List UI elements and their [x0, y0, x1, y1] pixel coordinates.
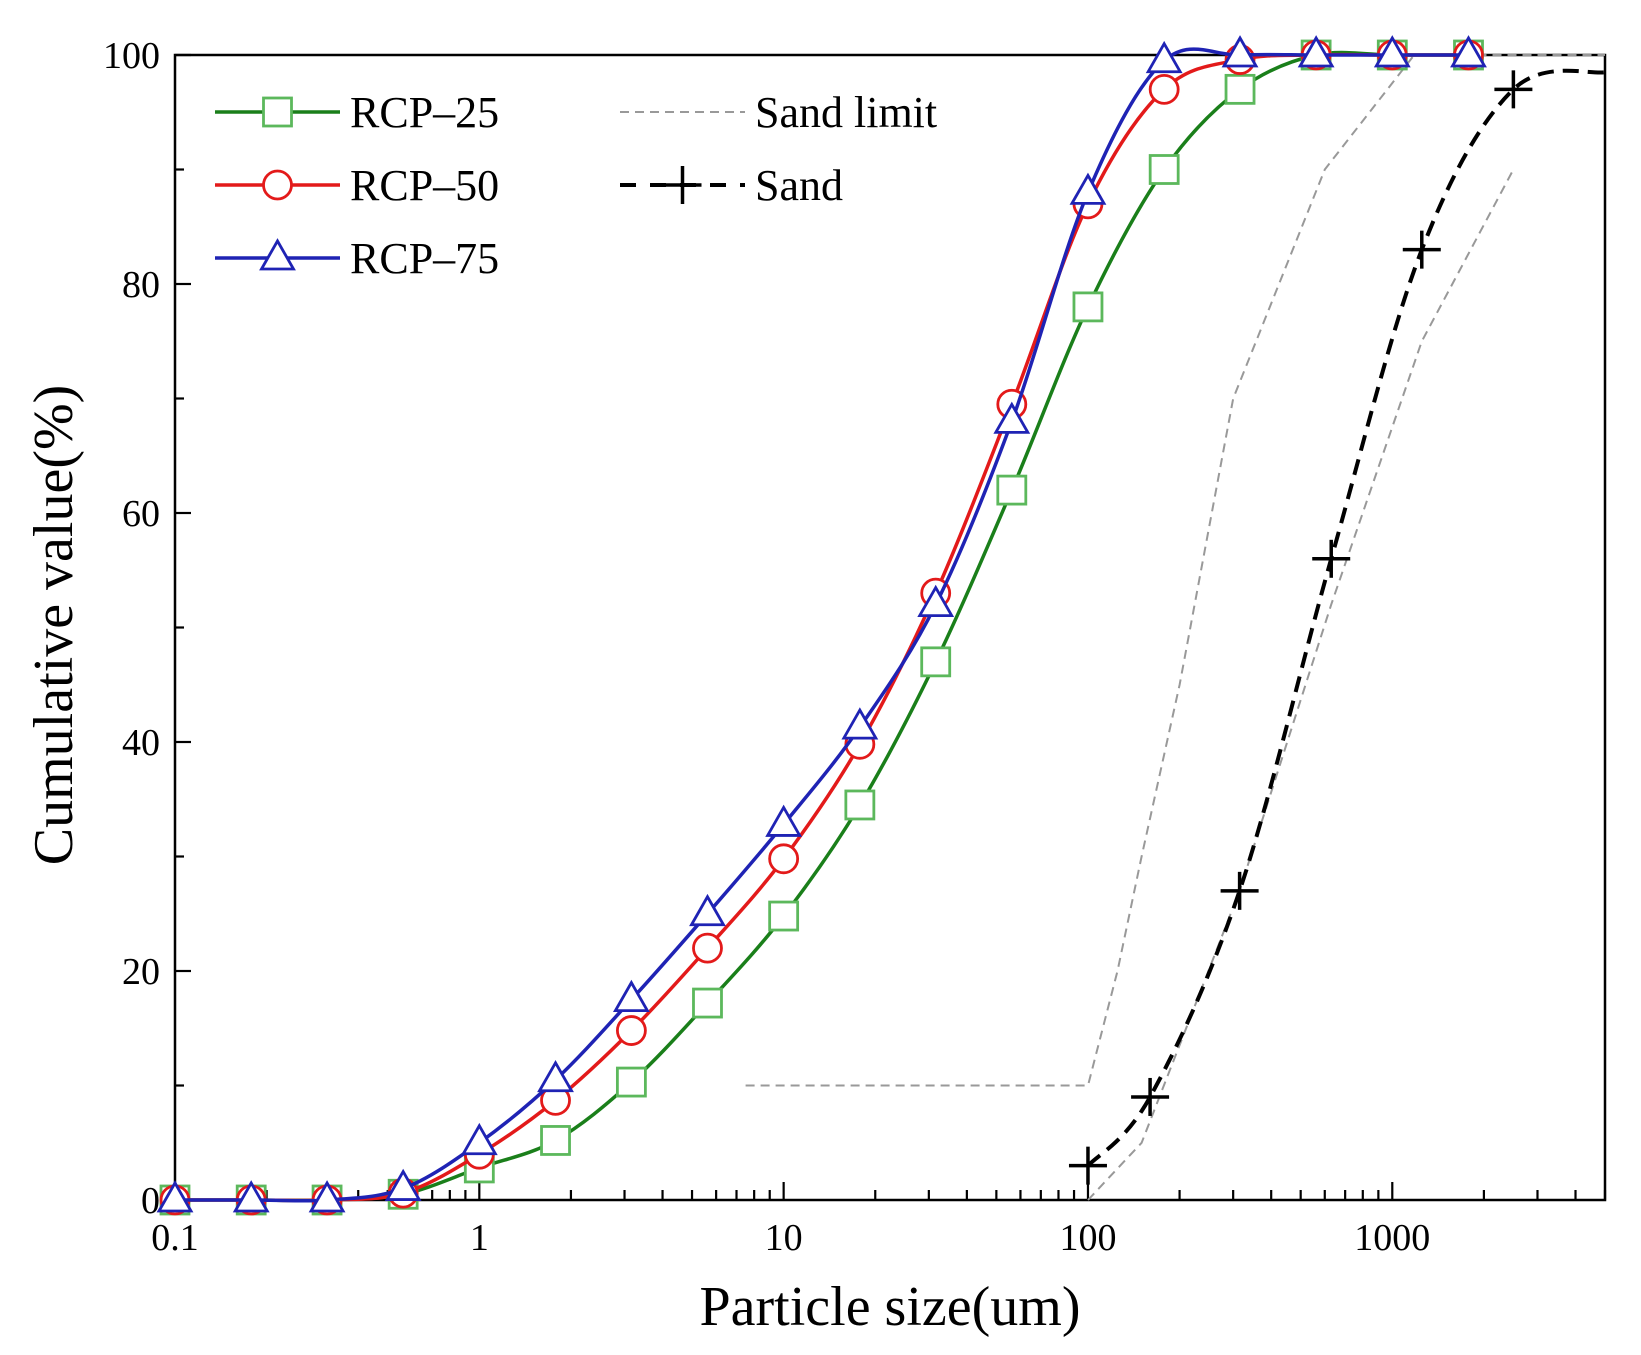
triangle-marker	[537, 1059, 574, 1093]
circle-marker	[768, 843, 800, 875]
triangle-marker	[689, 893, 726, 927]
legend-label: Sand limit	[755, 88, 937, 137]
legend: RCP–25 RCP–50 RCP–75 Sand limit Sand	[215, 88, 937, 283]
x-tick-label: 0.1	[151, 1217, 199, 1259]
series-rcp-75	[156, 35, 1487, 1213]
triangle-marker	[460, 1122, 498, 1156]
x-axis-ticks: 0.1 1 10 100 1000	[151, 1182, 1607, 1259]
square-marker	[1224, 73, 1256, 105]
sand-limit-line	[745, 54, 1605, 1087]
square-marker	[768, 900, 800, 932]
x-tick-label: 1000	[1354, 1217, 1430, 1259]
y-tick-label: 20	[122, 951, 160, 993]
y-axis-ticks: 0 20 40 60 80 100	[103, 35, 191, 1222]
y-tick-label: 80	[122, 264, 160, 306]
legend-item: Sand limit	[620, 88, 937, 137]
triangle-marker	[1145, 40, 1183, 74]
x-tick-label: 100	[1059, 1217, 1116, 1259]
triangle-marker	[1373, 35, 1411, 68]
legend-item: RCP–50	[215, 161, 499, 210]
triangle-marker	[917, 584, 955, 617]
y-tick-label: 60	[122, 493, 160, 535]
square-marker	[692, 987, 723, 1019]
triangle-marker	[232, 1180, 270, 1213]
triangle-marker	[1069, 172, 1107, 205]
y-tick-label: 40	[122, 722, 160, 764]
series-sand	[1068, 68, 1606, 1185]
triangle-marker	[308, 1180, 346, 1213]
square-marker	[1148, 154, 1180, 185]
x-tick-label: 10	[765, 1217, 803, 1259]
triangle-marker	[612, 979, 650, 1013]
series-rcp-50	[159, 39, 1484, 1216]
square-marker	[540, 1125, 571, 1156]
triangle-marker	[156, 1180, 194, 1213]
sand-limit-line	[1087, 169, 1515, 1201]
y-tick-label: 100	[103, 35, 160, 77]
square-marker	[262, 96, 293, 128]
series-line	[174, 52, 1469, 1203]
series-layer	[156, 35, 1606, 1216]
square-marker	[844, 789, 876, 821]
triangle-marker	[1297, 35, 1335, 68]
circle-marker	[1148, 73, 1180, 105]
triangle-marker	[1450, 35, 1487, 68]
square-marker	[1072, 291, 1104, 323]
legend-item: RCP–25	[215, 88, 499, 137]
y-tick-label: 0	[141, 1180, 160, 1222]
legend-label: RCP–25	[350, 88, 499, 137]
triangle-marker	[1221, 35, 1259, 68]
triangle-marker	[384, 1168, 422, 1201]
circle-marker	[692, 932, 723, 964]
circle-marker	[615, 1015, 647, 1046]
circle-marker	[262, 169, 293, 201]
x-axis-title: Particle size(um)	[700, 1276, 1081, 1338]
square-marker	[996, 474, 1028, 506]
legend-item: Sand	[620, 161, 843, 210]
legend-label: Sand	[755, 161, 843, 210]
triangle-marker	[259, 238, 296, 271]
triangle-marker	[841, 707, 879, 740]
legend-label: RCP–50	[350, 161, 499, 210]
sand-line	[1086, 68, 1606, 1168]
series-line	[174, 50, 1469, 1203]
legend-label: RCP–75	[350, 234, 499, 283]
legend-item: RCP–75	[215, 234, 499, 283]
plot-frame	[173, 53, 1607, 1202]
square-marker	[920, 646, 952, 678]
x-tick-label: 1	[470, 1217, 489, 1259]
triangle-marker	[993, 401, 1031, 434]
square-marker	[615, 1066, 647, 1098]
y-axis-title: Cumulative value(%)	[23, 385, 85, 866]
triangle-marker	[765, 804, 803, 837]
series-rcp-25	[159, 39, 1484, 1216]
series-line	[174, 47, 1469, 1203]
